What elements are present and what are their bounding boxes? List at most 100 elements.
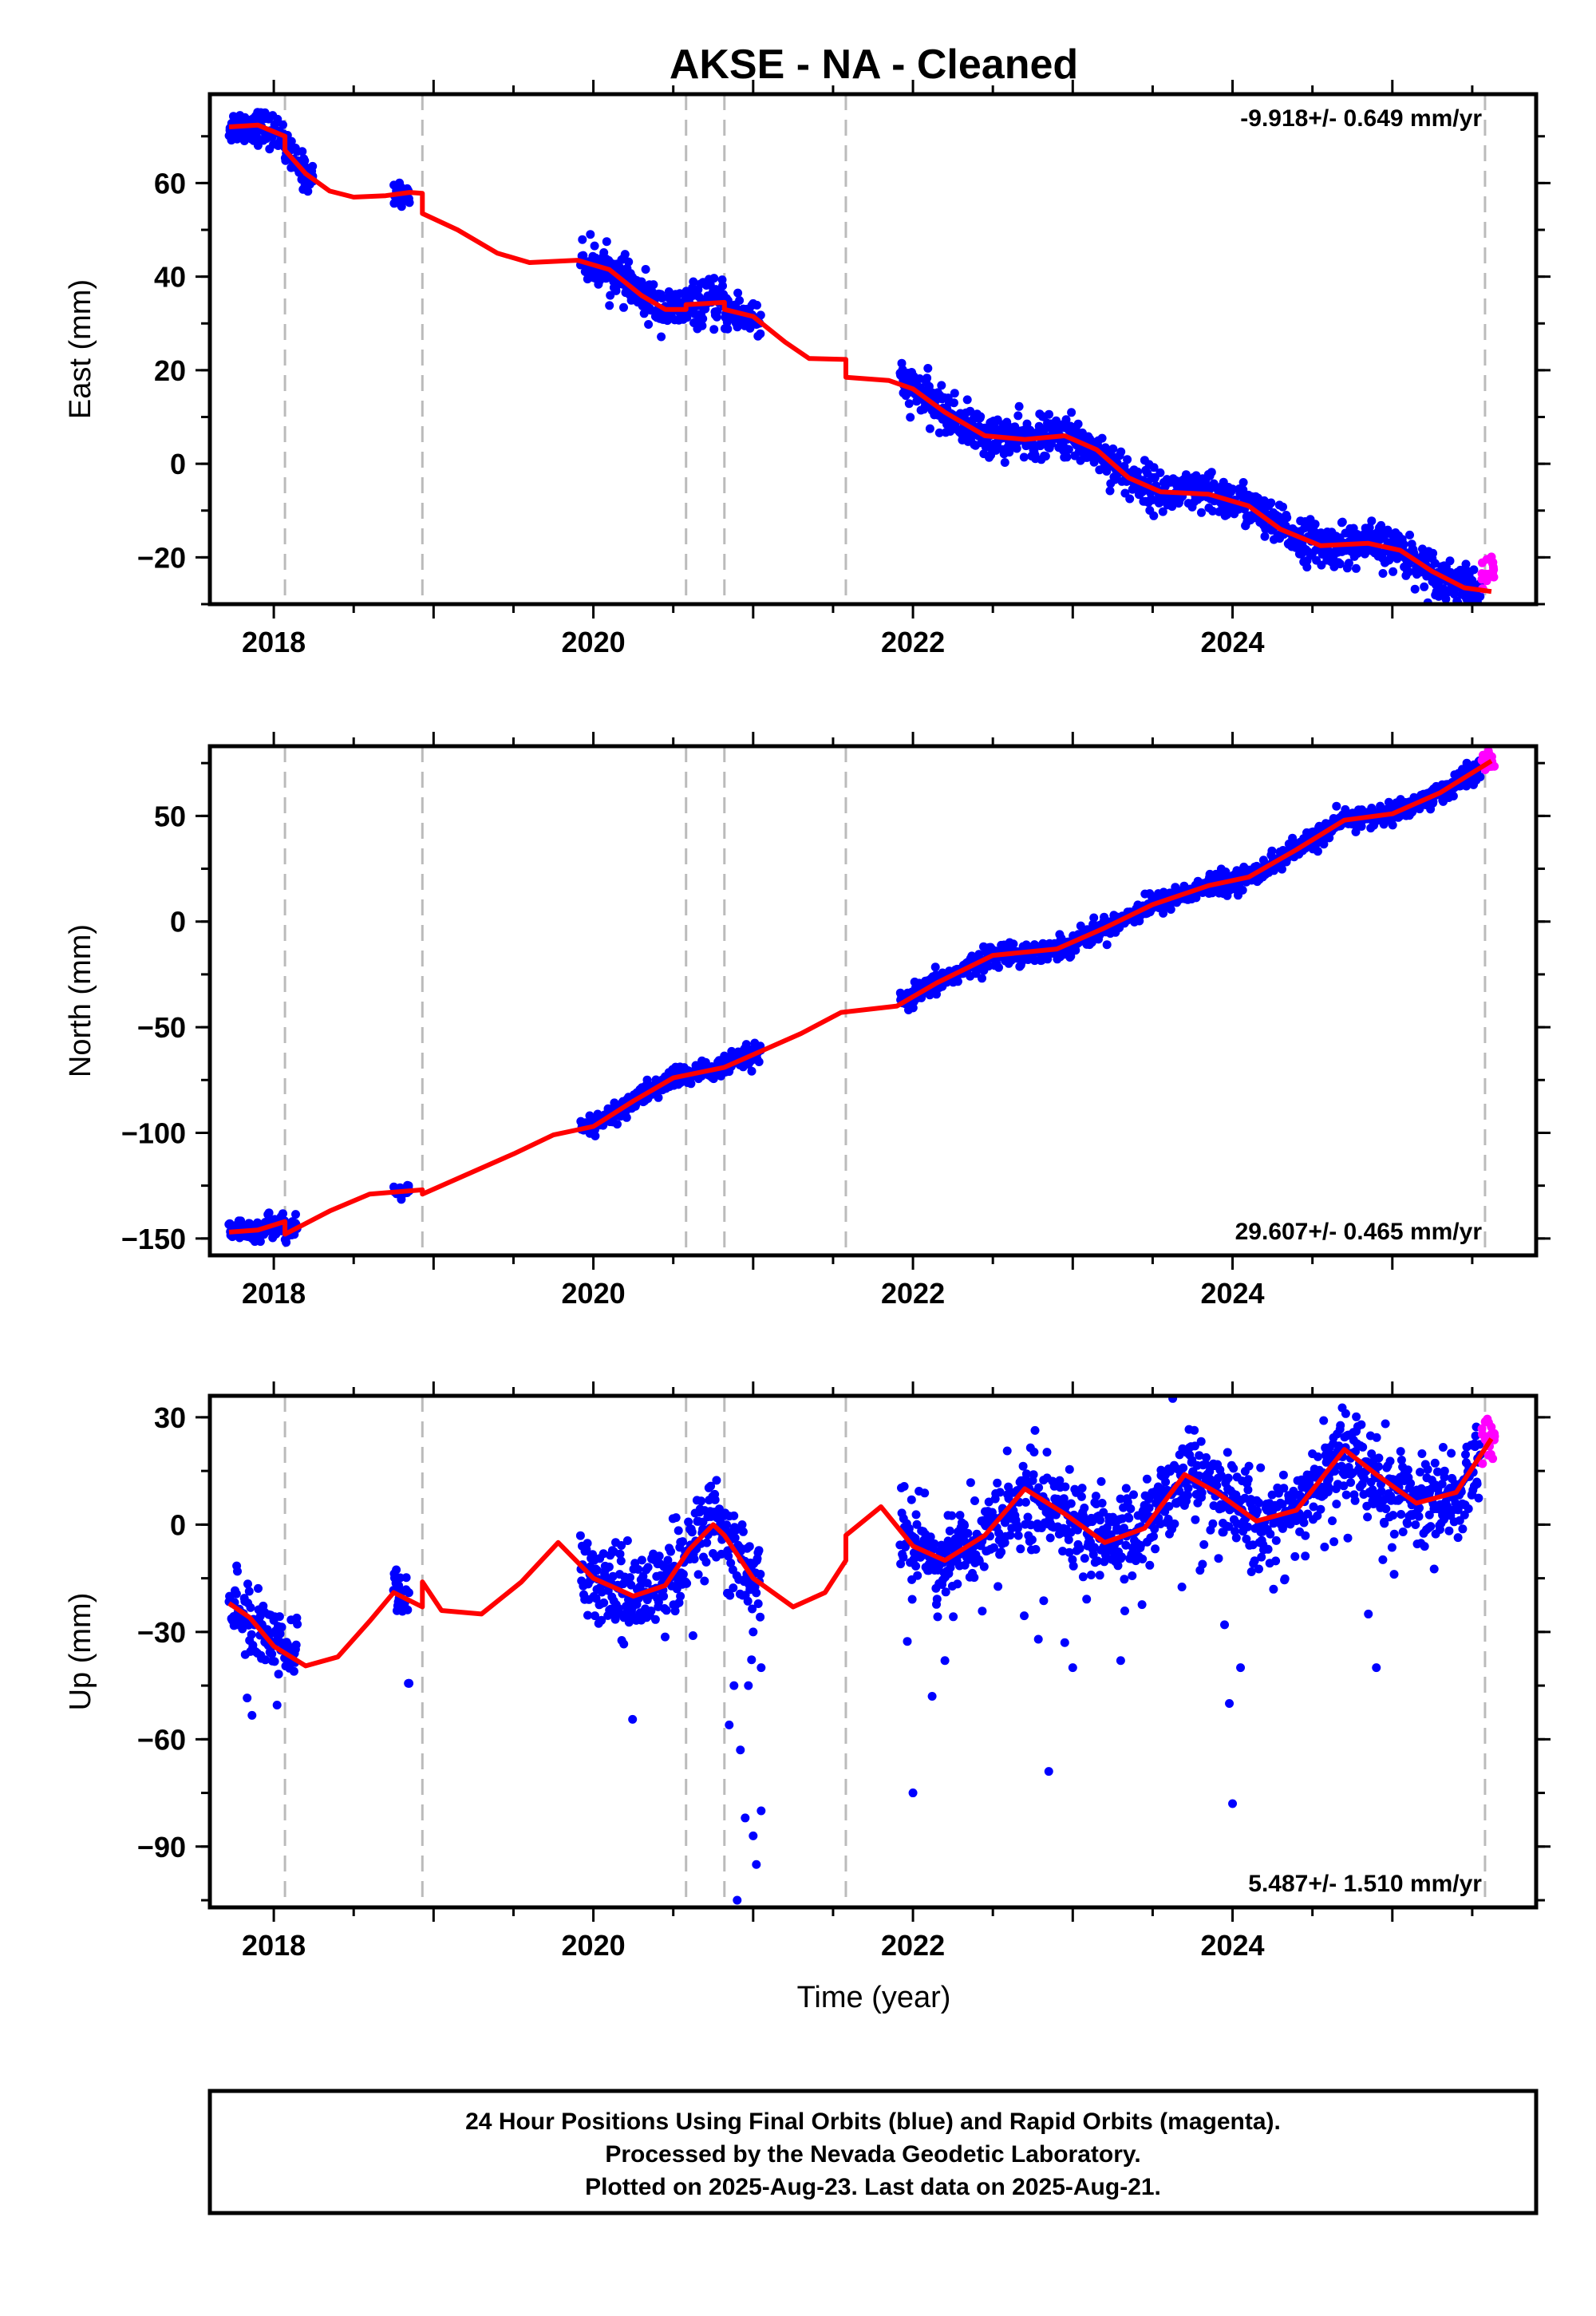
east-final-point-1246 <box>1310 520 1320 529</box>
east-final-point-503 <box>756 310 765 320</box>
up-final-point-650 <box>994 1582 1003 1591</box>
up-outlier-point-1534 <box>1220 1620 1230 1630</box>
up-final-point-300 <box>659 1591 669 1601</box>
up-final-point-1281 <box>1346 1478 1356 1488</box>
up-outlier-point-1522 <box>757 1663 766 1673</box>
up-final-point-419 <box>725 1591 735 1600</box>
up-final-point-264 <box>638 1571 648 1581</box>
up-final-point-879 <box>1121 1484 1131 1493</box>
east-final-point-267 <box>624 257 634 267</box>
up-final-point-89 <box>274 1670 283 1679</box>
up-final-point-1336 <box>1377 1487 1386 1496</box>
east-y-tick-label: 20 <box>154 354 186 387</box>
east-final-point-717 <box>1014 401 1024 411</box>
east-final-point-149 <box>308 161 318 171</box>
up-final-point-471 <box>754 1546 764 1555</box>
up-final-point-519 <box>920 1488 930 1498</box>
north-final-point-1464 <box>1448 792 1458 800</box>
up-final-point-1330 <box>1373 1462 1383 1472</box>
east-final-point-295 <box>639 309 649 318</box>
up-final-point-1356 <box>1389 1511 1398 1520</box>
up-final-point-590 <box>960 1521 969 1530</box>
up-final-point-1468 <box>1451 1498 1460 1508</box>
up-final-point-1421 <box>1424 1510 1434 1520</box>
east-final-point-502 <box>756 329 765 338</box>
up-final-point-1016 <box>1198 1559 1207 1569</box>
up-final-point-737 <box>1042 1448 1052 1457</box>
north-final-point-56 <box>255 1237 265 1247</box>
north-final-point-578 <box>953 977 962 986</box>
up-final-point-820 <box>1088 1550 1098 1559</box>
up-outlier-point-1535 <box>1372 1663 1381 1673</box>
east-final-point-1188 <box>1278 502 1287 512</box>
up-final-point-336 <box>678 1570 688 1579</box>
east-final-point-770 <box>1045 409 1053 419</box>
up-final-point-954 <box>1163 1515 1173 1524</box>
east-y-tick-label: 60 <box>154 167 186 200</box>
up-final-point-1003 <box>1191 1515 1200 1524</box>
east-final-point-885 <box>1108 444 1118 453</box>
north-final-point-271 <box>642 1075 652 1085</box>
up-final-point-203 <box>604 1562 614 1571</box>
up-final-point-732 <box>1039 1596 1049 1606</box>
east-final-point-806 <box>1064 445 1073 454</box>
north-final-point-71 <box>264 1208 274 1218</box>
east-final-point-522 <box>906 413 915 422</box>
east-final-point-1541 <box>1476 591 1485 601</box>
up-final-point-65 <box>261 1655 270 1665</box>
east-final-point-1063 <box>1208 506 1218 516</box>
up-final-point-182 <box>592 1566 602 1575</box>
up-final-point-1423 <box>1426 1522 1436 1531</box>
up-final-point-1143 <box>1269 1584 1278 1594</box>
up-frame <box>207 1393 1539 1910</box>
up-final-point-668 <box>1004 1482 1013 1492</box>
up-final-point-416 <box>724 1551 733 1561</box>
north-final-point-845 <box>1102 940 1112 950</box>
up-outlier-point-1516 <box>757 1806 766 1816</box>
up-final-point-717 <box>1031 1544 1041 1554</box>
up-final-point-709 <box>1026 1520 1036 1530</box>
up-outlier-point-1525 <box>927 1692 937 1701</box>
east-final-point-1098 <box>1228 484 1237 494</box>
up-final-point-1060 <box>1223 1448 1232 1457</box>
up-final-point-33 <box>243 1579 252 1589</box>
east-final-point-578 <box>937 381 946 390</box>
north-final-point-471 <box>754 1057 764 1066</box>
east-final-point-1117 <box>1238 485 1248 495</box>
up-final-point-425 <box>729 1583 738 1593</box>
north-y-tick-label: −150 <box>121 1223 186 1255</box>
up-final-point-499 <box>909 1555 918 1564</box>
up-final-point-335 <box>678 1537 687 1547</box>
up-final-point-796 <box>1075 1543 1084 1553</box>
up-final-point-1351 <box>1385 1456 1395 1466</box>
up-final-point-1158 <box>1278 1500 1287 1509</box>
x-axis-label: Time (year) <box>797 1981 951 2014</box>
east-final-point-258 <box>619 302 628 312</box>
east-final-point-713 <box>1012 444 1021 453</box>
up-final-point-723 <box>1034 1483 1044 1492</box>
up-final-point-308 <box>663 1555 673 1565</box>
up-final-point-799 <box>1077 1492 1086 1501</box>
east-final-point-1196 <box>1282 513 1292 523</box>
up-final-point-505 <box>912 1520 922 1529</box>
east-final-point-1414 <box>1404 567 1414 576</box>
up-outlier-point-1521 <box>749 1627 758 1637</box>
east-final-point-1425 <box>1410 584 1420 594</box>
north-final-point-1232 <box>1319 840 1329 849</box>
east-final-point-914 <box>1125 494 1135 504</box>
east-final-point-801 <box>1061 415 1071 425</box>
up-final-point-1199 <box>1301 1551 1310 1561</box>
up-final-point-1486 <box>1461 1450 1470 1460</box>
up-final-point-1076 <box>1231 1533 1241 1543</box>
up-final-point-1197 <box>1299 1518 1309 1528</box>
east-final-point-1347 <box>1367 516 1377 526</box>
up-final-point-744 <box>1045 1533 1055 1543</box>
up-final-point-651 <box>994 1528 1004 1538</box>
up-final-point-122 <box>293 1619 302 1629</box>
up-outlier-point-1517 <box>741 1813 750 1823</box>
up-final-point-930 <box>1150 1524 1159 1534</box>
up-final-point-686 <box>1013 1531 1023 1540</box>
up-rapid-point-15 <box>1486 1430 1495 1440</box>
north-final-point-234 <box>622 1113 631 1122</box>
